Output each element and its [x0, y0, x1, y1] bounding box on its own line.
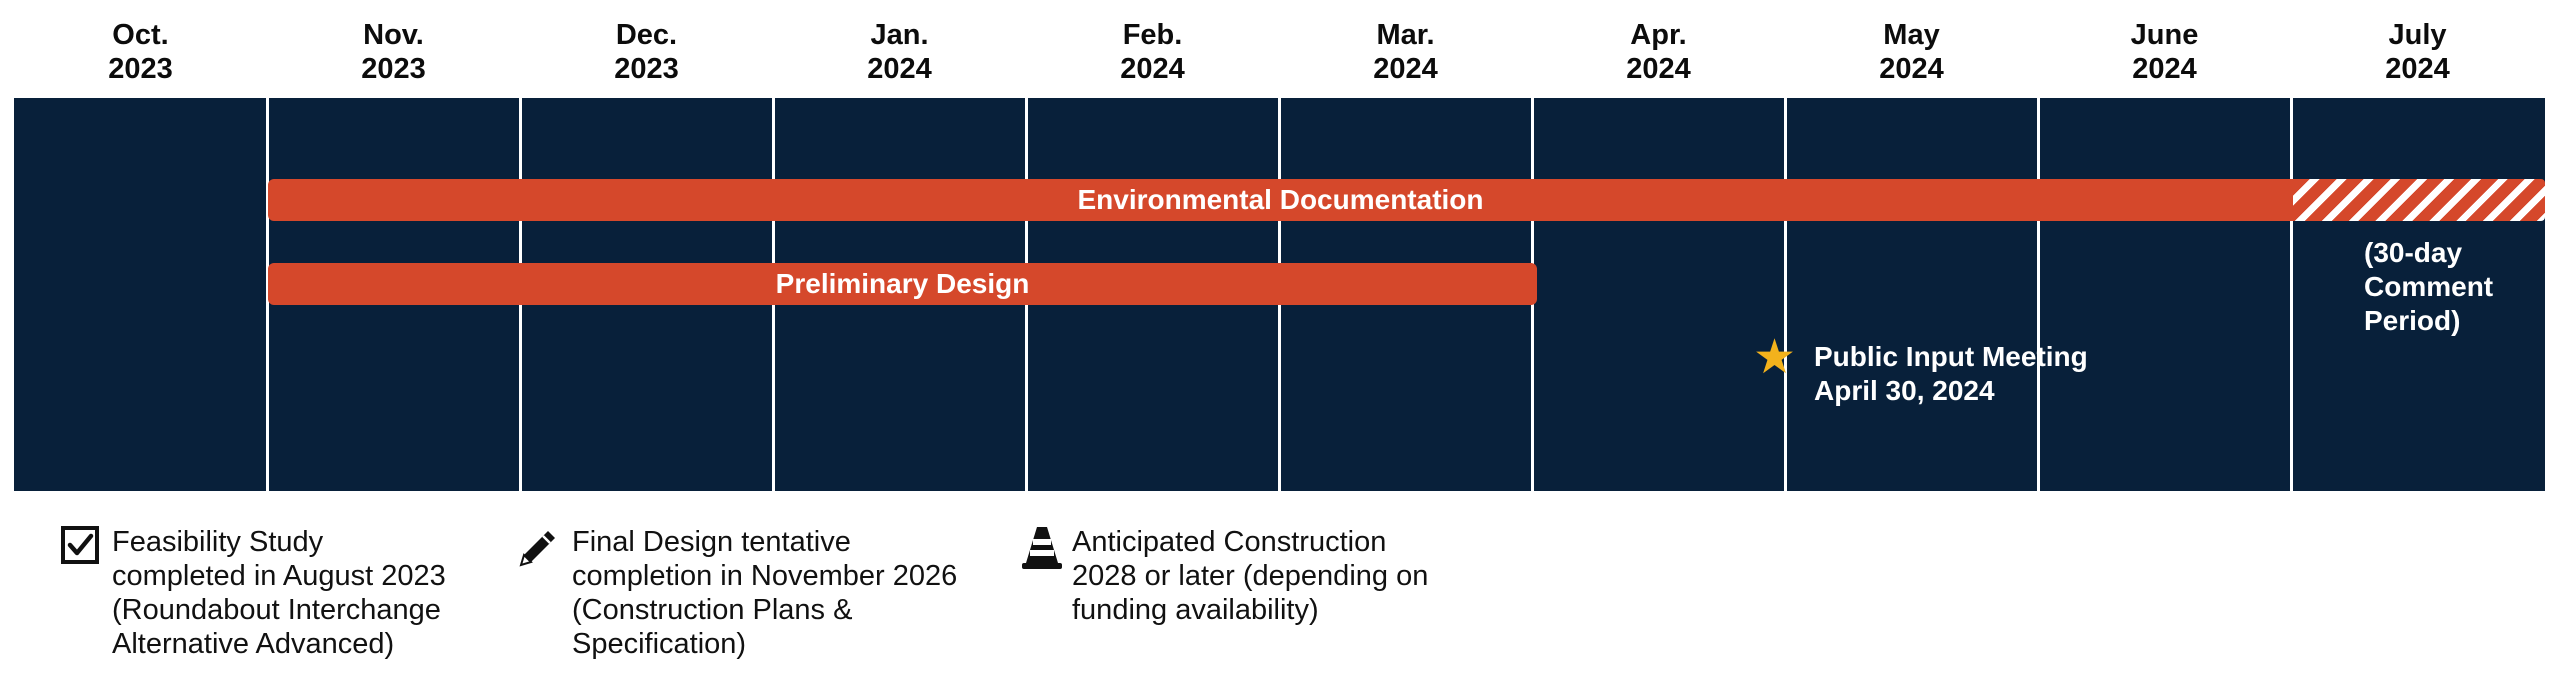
legend-anticipated-construction: Anticipated Construction 2028 or later (… — [1072, 526, 1429, 626]
month-label-apr-2024: Apr. 2024 — [1626, 19, 1691, 85]
timeline-grid: Environmental Documentation Preliminary … — [14, 98, 2545, 491]
comment-period-note: (30-day Comment Period) — [2364, 237, 2494, 336]
environmental-documentation-bar: Environmental Documentation — [268, 179, 2293, 221]
column-divider — [2037, 98, 2040, 491]
month-label-june-2024: June 2024 — [2130, 19, 2199, 85]
column-divider — [2290, 98, 2293, 491]
month-label-july-2024: July 2024 — [2385, 19, 2450, 85]
preliminary-design-bar: Preliminary Design — [268, 263, 1537, 305]
column-divider — [266, 98, 269, 491]
public-input-meeting-note: Public Input Meeting April 30, 2024 — [1814, 341, 2088, 406]
column-divider — [1784, 98, 1787, 491]
environmental-documentation-label: Environmental Documentation — [1077, 184, 1484, 215]
comment-period-hatched-bar — [2293, 179, 2545, 221]
month-header: Oct. 2023 Nov. 2023 Dec. 2023 Jan. 2024 Feb.… — [14, 18, 2545, 98]
month-label-jan-2024: Jan. 2024 — [867, 19, 932, 85]
month-label-oct-2023: Oct. 2023 — [108, 19, 173, 85]
month-label-feb-2024: Feb. 2024 — [1120, 19, 1185, 85]
month-label-dec-2023: Dec. 2023 — [614, 19, 679, 85]
legend-final-design: Final Design tentative completion in Nov… — [572, 526, 958, 660]
legend-feasibility-study: Feasibility Study completed in August 20… — [112, 526, 446, 660]
traffic-cone-icon — [1020, 525, 1064, 576]
checkbox-checked-icon — [60, 525, 100, 570]
month-label-may-2024: May 2024 — [1879, 19, 1944, 85]
month-label-nov-2023: Nov. 2023 — [361, 19, 426, 85]
star-icon: ★ — [1753, 331, 1797, 384]
month-label-mar-2024: Mar. 2024 — [1373, 19, 1438, 85]
preliminary-design-label: Preliminary Design — [775, 268, 1030, 299]
pencil-icon — [515, 525, 561, 576]
